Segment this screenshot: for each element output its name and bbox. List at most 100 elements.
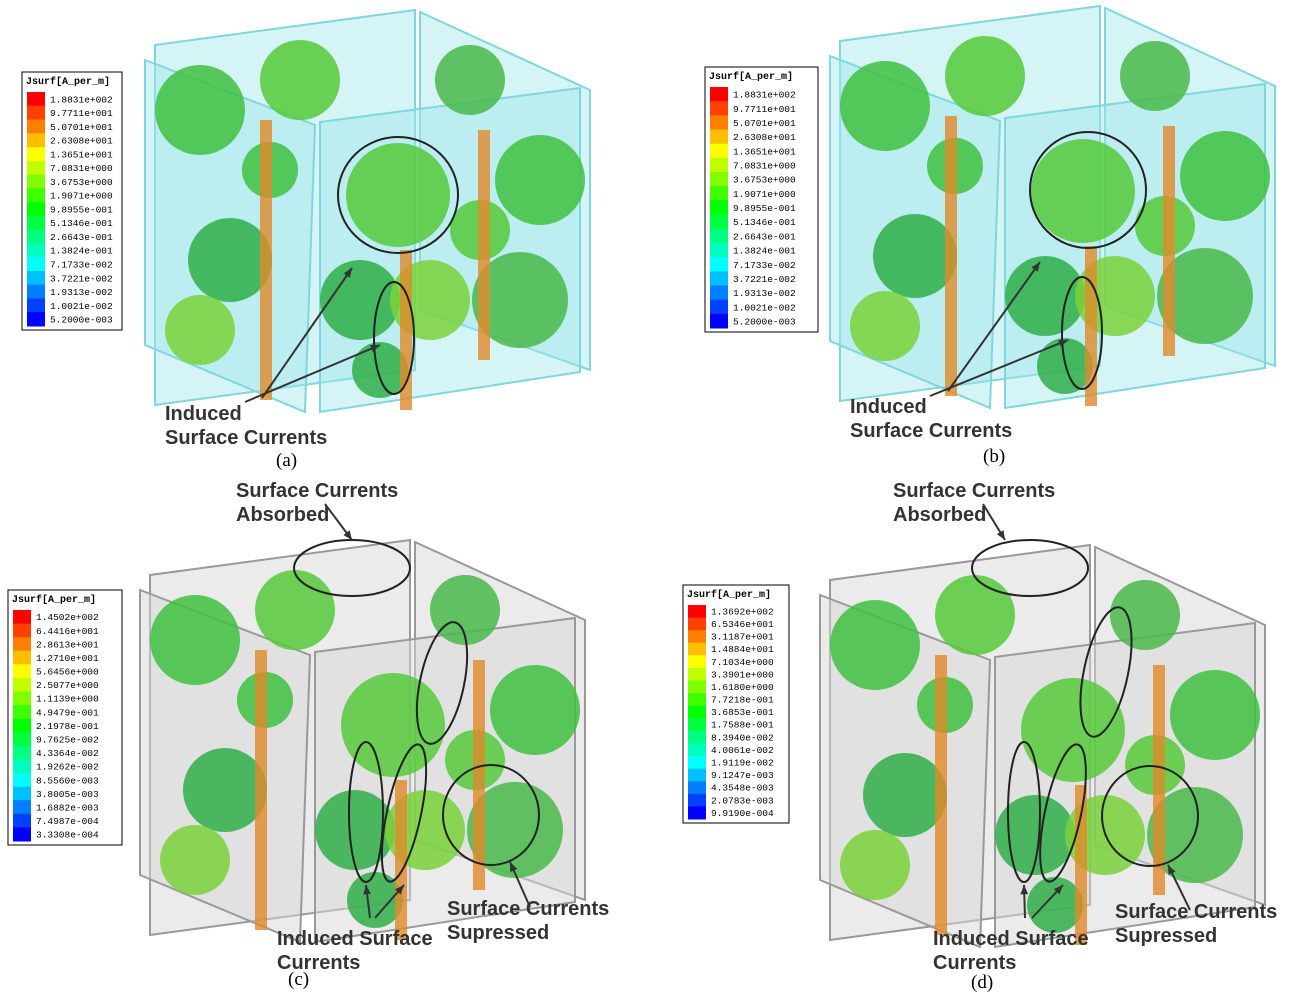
legend-title: Jsurf[A_per_m] bbox=[12, 594, 96, 606]
legend-swatch bbox=[13, 610, 31, 624]
current-blob bbox=[1027, 877, 1083, 933]
legend-label: 9.1247e-003 bbox=[711, 770, 774, 781]
legend-swatch bbox=[710, 229, 728, 244]
legend-swatch bbox=[27, 175, 45, 189]
legend-swatch bbox=[710, 115, 728, 130]
legend-label: 2.6643e-001 bbox=[733, 231, 796, 242]
legend-title: Jsurf[A_per_m] bbox=[26, 76, 110, 88]
legend-swatch bbox=[13, 827, 31, 841]
legend-swatch bbox=[688, 605, 706, 618]
legend-swatch bbox=[13, 624, 31, 638]
legend-label: 3.7221e-002 bbox=[733, 274, 796, 285]
legend-label: 1.9119e-002 bbox=[711, 758, 774, 769]
legend-swatch bbox=[688, 806, 706, 819]
legend-swatch bbox=[688, 693, 706, 706]
legend-label: 1.3651e+001 bbox=[733, 146, 796, 157]
legend-label: 1.0021e-002 bbox=[50, 301, 113, 312]
legend-label: 7.7218e-001 bbox=[711, 695, 774, 706]
legend-swatch bbox=[27, 106, 45, 120]
legend-swatch bbox=[710, 186, 728, 201]
legend-swatch bbox=[27, 216, 45, 230]
legend-swatch bbox=[13, 787, 31, 801]
legend-swatch bbox=[688, 756, 706, 769]
caption: (d) bbox=[971, 972, 993, 993]
legend-label: 1.4884e+001 bbox=[711, 644, 774, 655]
legend-label: 1.4502e+002 bbox=[36, 612, 99, 623]
legend-label: 1.3824e-001 bbox=[733, 246, 796, 257]
legend-label: 8.5560e-003 bbox=[36, 775, 99, 786]
legend-swatch bbox=[688, 743, 706, 756]
legend-label: 9.9190e-004 bbox=[711, 808, 774, 819]
legend-label: 4.3548e-003 bbox=[711, 783, 774, 794]
caption: (b) bbox=[983, 446, 1005, 467]
legend-label: 9.7711e+001 bbox=[50, 108, 113, 119]
annotation: Surface Currents bbox=[850, 420, 1012, 442]
legend-swatch bbox=[13, 746, 31, 760]
legend-swatch bbox=[13, 705, 31, 719]
current-blob bbox=[495, 135, 585, 225]
legend-swatch bbox=[688, 718, 706, 731]
annotation: Surface Currents bbox=[1115, 901, 1277, 923]
current-blob bbox=[155, 65, 245, 155]
strip bbox=[1153, 665, 1165, 895]
legend-swatch bbox=[27, 271, 45, 285]
legend-swatch bbox=[688, 643, 706, 656]
legend-swatch bbox=[27, 202, 45, 216]
legend-label: 2.5077e+000 bbox=[36, 680, 99, 691]
strip bbox=[400, 250, 412, 410]
legend-label: 1.3651e+001 bbox=[50, 149, 113, 160]
annotation: Currents bbox=[933, 952, 1016, 974]
legend-label: 1.8831e+002 bbox=[733, 90, 796, 101]
current-blob bbox=[830, 600, 920, 690]
legend-label: 3.8005e-003 bbox=[36, 789, 99, 800]
strip bbox=[478, 130, 490, 360]
legend-swatch bbox=[710, 158, 728, 173]
legend-label: 5.2000e-003 bbox=[50, 315, 113, 326]
legend-label: 1.7588e-001 bbox=[711, 720, 774, 731]
legend-label: 6.4416e+001 bbox=[36, 626, 99, 637]
legend-label: 7.0831e+000 bbox=[50, 163, 113, 174]
legend-label: 9.8955e-001 bbox=[733, 203, 796, 214]
current-blob bbox=[150, 595, 240, 685]
current-blob bbox=[346, 143, 450, 247]
legend-label: 8.3940e-002 bbox=[711, 732, 774, 743]
legend-label: 3.1187e+001 bbox=[711, 632, 774, 643]
strip bbox=[395, 780, 407, 940]
legend-swatch bbox=[13, 759, 31, 773]
strip bbox=[935, 655, 947, 935]
legend-label: 4.3364e-002 bbox=[36, 748, 99, 759]
legend-swatch bbox=[688, 731, 706, 744]
figure: Jsurf[A_per_m]1.8831e+0029.7711e+0015.07… bbox=[0, 0, 1291, 998]
legend-swatch bbox=[710, 215, 728, 230]
strip bbox=[260, 120, 272, 400]
legend-swatch bbox=[27, 312, 45, 326]
legend-swatch bbox=[13, 651, 31, 665]
legend-label: 9.8955e-001 bbox=[50, 204, 113, 215]
current-blob bbox=[840, 61, 930, 151]
legend-label: 1.9071e+000 bbox=[50, 191, 113, 202]
legend-swatch bbox=[710, 101, 728, 116]
legend-swatch bbox=[13, 719, 31, 733]
current-blob bbox=[1110, 580, 1180, 650]
legend-swatch bbox=[13, 773, 31, 787]
current-blob bbox=[873, 214, 957, 298]
legend-swatch bbox=[688, 681, 706, 694]
legend-swatch bbox=[13, 637, 31, 651]
legend-swatch bbox=[27, 161, 45, 175]
legend-swatch bbox=[27, 120, 45, 134]
legend-label: 4.9479e-001 bbox=[36, 707, 99, 718]
legend-swatch bbox=[688, 769, 706, 782]
current-blob bbox=[850, 291, 920, 361]
legend-label: 9.7711e+001 bbox=[733, 104, 796, 115]
legend-label: 3.6753e+000 bbox=[50, 177, 113, 188]
legend-label: 1.2710e+001 bbox=[36, 653, 99, 664]
legend-swatch bbox=[710, 200, 728, 215]
legend-label: 3.6853e-001 bbox=[711, 707, 774, 718]
legend-swatch bbox=[688, 781, 706, 794]
legend-label: 1.9071e+000 bbox=[733, 189, 796, 200]
legend-label: 7.1034e+000 bbox=[711, 657, 774, 668]
legend-swatch bbox=[13, 814, 31, 828]
legend-swatch bbox=[13, 692, 31, 706]
current-blob bbox=[1031, 139, 1135, 243]
annotation: Induced bbox=[165, 403, 242, 425]
